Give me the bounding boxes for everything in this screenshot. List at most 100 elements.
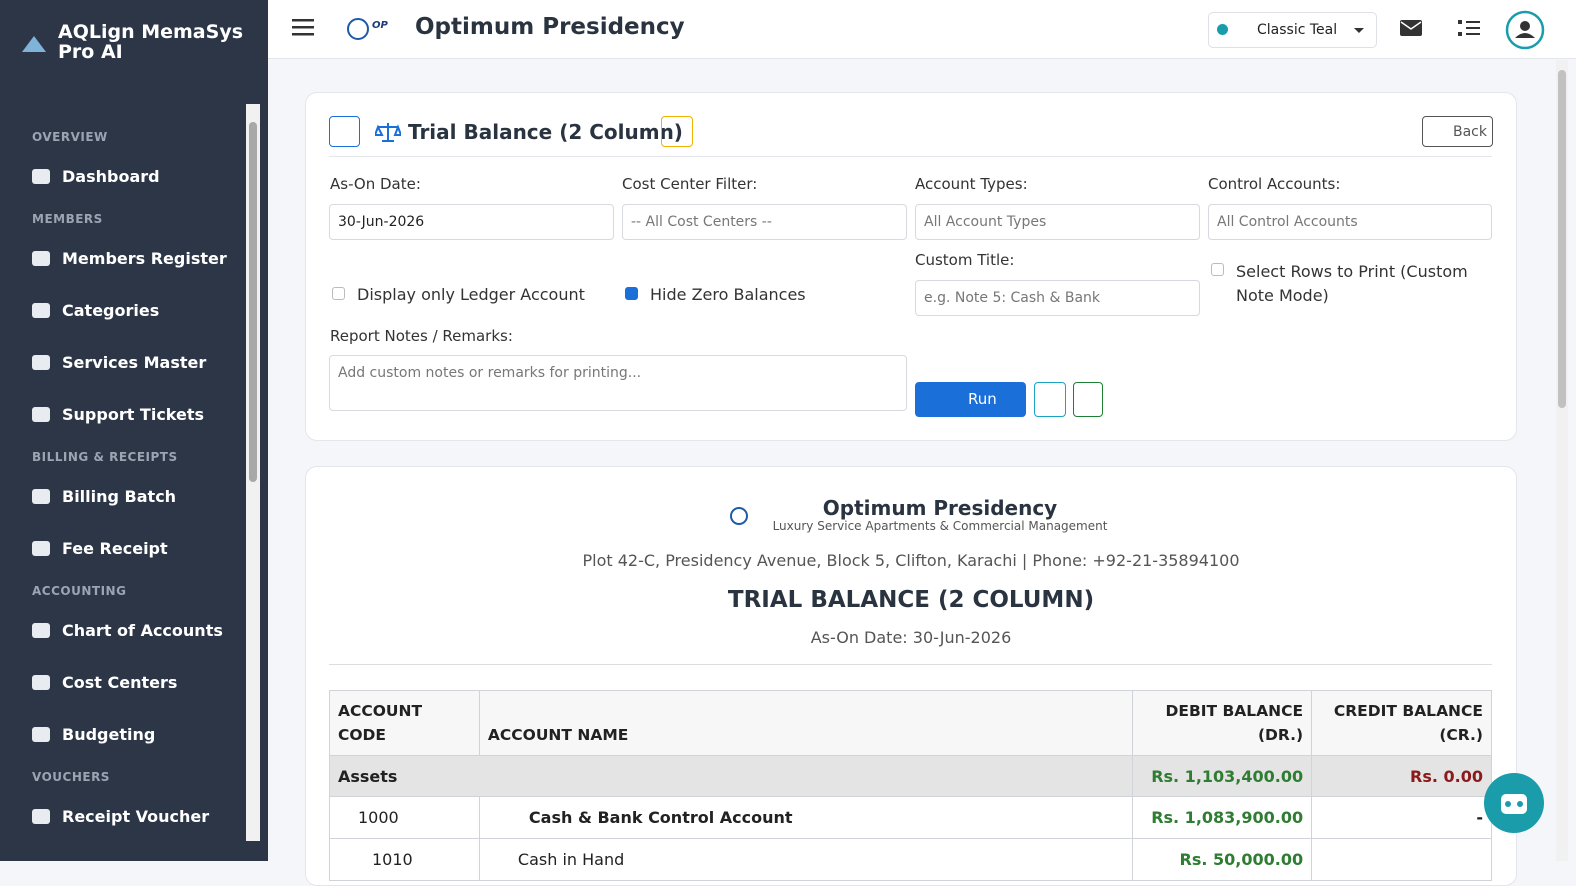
group-debit: Rs. 1,103,400.00 bbox=[1132, 755, 1313, 797]
nav-item[interactable]: Chart of Accounts bbox=[0, 604, 246, 656]
nav-item[interactable]: Members Register bbox=[0, 232, 246, 284]
back-button[interactable]: Back bbox=[1422, 116, 1493, 147]
app-title: Optimum Presidency bbox=[415, 14, 685, 40]
account-name: Cash & Bank Control Account bbox=[478, 796, 1134, 839]
scroll-thumb[interactable] bbox=[249, 122, 257, 482]
nav-icon bbox=[32, 808, 50, 824]
account-code: 1000 bbox=[329, 796, 480, 839]
date-input[interactable]: 30-Jun-2026 bbox=[329, 204, 614, 240]
nav: OVERVIEW Dashboard MEMBERS Members Register… bbox=[0, 120, 246, 842]
trial-balance-table: ACCOUNT CODE ACCOUNT NAME DEBIT BALANCE (D… bbox=[328, 690, 1492, 881]
address: Plot 42-C, Presidency Avenue, Block 5, C… bbox=[582, 551, 1240, 570]
run-button[interactable]: Run bbox=[915, 382, 1026, 417]
scale-icon bbox=[375, 123, 401, 142]
theme-dot bbox=[1217, 24, 1228, 35]
group-credit: Rs. 0.00 bbox=[1311, 755, 1492, 797]
print-button[interactable] bbox=[1034, 382, 1066, 417]
debit: Rs. 50,000.00 bbox=[1132, 838, 1313, 881]
nav-icon bbox=[32, 250, 50, 266]
mail-icon[interactable] bbox=[1400, 20, 1422, 37]
nav-label: Receipt Voucher bbox=[62, 806, 210, 826]
collapse-button[interactable] bbox=[661, 116, 693, 147]
column-header: ACCOUNT NAME bbox=[478, 690, 1134, 756]
nav-heading: OVERVIEW bbox=[32, 130, 108, 144]
checkbox-label: Display only Ledger Account bbox=[357, 285, 585, 304]
checkbox[interactable] bbox=[1211, 263, 1224, 276]
nav-label: Fee Receipt bbox=[62, 538, 168, 558]
column-header: CREDIT BALANCE (CR.) bbox=[1311, 690, 1492, 756]
logo: OP bbox=[347, 18, 389, 40]
avatar[interactable] bbox=[1505, 10, 1545, 50]
checkbox-label: Hide Zero Balances bbox=[650, 285, 806, 304]
checkbox-label: Select Rows to Print (Custom Note Mode) bbox=[1236, 262, 1468, 305]
nav-label: Budgeting bbox=[62, 724, 156, 744]
brand-icon bbox=[22, 36, 46, 52]
label: Custom Title: bbox=[915, 251, 1015, 269]
account-name: Cash in Hand bbox=[478, 838, 1134, 881]
menu-toggle[interactable] bbox=[292, 18, 316, 38]
nav-item[interactable]: Billing Batch bbox=[0, 470, 246, 522]
account-row: 1010 Cash in Hand Rs. 50,000.00 bbox=[329, 838, 1492, 881]
label: Account Types: bbox=[915, 175, 1028, 193]
nav-item[interactable]: Receipt Voucher bbox=[0, 790, 246, 842]
credit bbox=[1311, 838, 1492, 881]
nav-heading: ACCOUNTING bbox=[32, 584, 127, 598]
nav-label: Dashboard bbox=[62, 166, 160, 186]
report-logo bbox=[730, 507, 748, 525]
nav-heading: VOUCHERS bbox=[32, 770, 110, 784]
page-scroll-thumb[interactable] bbox=[1558, 70, 1566, 408]
label: As-On Date: bbox=[330, 175, 421, 193]
nav-label: Billing Batch bbox=[62, 486, 177, 506]
nav-item[interactable]: Fee Receipt bbox=[0, 522, 246, 574]
checkbox[interactable] bbox=[332, 287, 345, 300]
nav-item[interactable]: Cost Centers bbox=[0, 656, 246, 708]
brand: AQLign MemaSys Pro AI bbox=[58, 21, 244, 63]
nav-label: Chart of Accounts bbox=[62, 620, 223, 640]
divider bbox=[329, 156, 1492, 157]
nav-label: Categories bbox=[62, 300, 160, 320]
checkbox-checked[interactable] bbox=[625, 287, 638, 300]
tasks-icon[interactable] bbox=[1458, 19, 1480, 37]
sidebar-toggle[interactable] bbox=[329, 116, 360, 147]
column-header: ACCOUNT CODE bbox=[329, 690, 480, 756]
excel-button[interactable] bbox=[1073, 382, 1103, 417]
label: Report Notes / Remarks: bbox=[330, 327, 513, 345]
label: Control Accounts: bbox=[1208, 175, 1341, 193]
nav-icon bbox=[32, 622, 50, 638]
run-label: Run bbox=[968, 390, 997, 408]
group-row: Assets Rs. 1,103,400.00 Rs. 0.00 bbox=[328, 755, 1492, 797]
nav-icon bbox=[32, 354, 50, 370]
notes-textarea[interactable]: Add custom notes or remarks for printing… bbox=[329, 355, 907, 411]
nav-item[interactable]: Dashboard bbox=[0, 150, 246, 202]
nav-item[interactable]: Categories bbox=[0, 284, 246, 336]
topbar: OP Optimum Presidency Classic Teal bbox=[268, 0, 1576, 59]
nav-label: Members Register bbox=[62, 248, 227, 268]
report-date: As-On Date: 30-Jun-2026 bbox=[810, 628, 1012, 647]
header-row: ACCOUNT CODE ACCOUNT NAME DEBIT BALANCE (D… bbox=[329, 690, 1492, 756]
nav-icon bbox=[32, 302, 50, 318]
nav-item[interactable]: Support Tickets bbox=[0, 388, 246, 440]
nav-heading: BILLING & RECEIPTS bbox=[32, 450, 178, 464]
tagline: Luxury Service Apartments & Commercial M… bbox=[772, 519, 1108, 533]
nav-item[interactable]: Services Master bbox=[0, 336, 246, 388]
nav-icon bbox=[32, 168, 50, 184]
custom-title-input[interactable]: e.g. Note 5: Cash & Bank bbox=[915, 280, 1200, 316]
nav-item[interactable]: Budgeting bbox=[0, 708, 246, 760]
account-type-select[interactable]: All Account Types bbox=[915, 204, 1200, 240]
nav-icon bbox=[32, 540, 50, 556]
account-row: 1000 Cash & Bank Control Account Rs. 1,083… bbox=[329, 796, 1492, 839]
chatbot-button[interactable] bbox=[1484, 773, 1544, 833]
control-select[interactable]: All Control Accounts bbox=[1208, 204, 1492, 240]
nav-icon bbox=[32, 726, 50, 742]
account-code: 1010 bbox=[329, 838, 480, 881]
report-title: TRIAL BALANCE (2 COLUMN) bbox=[727, 587, 1095, 613]
sidebar: AQLign MemaSys Pro AI OVERVIEW Dashboard M… bbox=[0, 0, 268, 861]
column-header: DEBIT BALANCE (DR.) bbox=[1132, 690, 1313, 756]
group-name: Assets bbox=[328, 755, 1134, 797]
nav-label: Cost Centers bbox=[62, 672, 178, 692]
nav-label: Services Master bbox=[62, 352, 207, 372]
theme-select[interactable]: Classic Teal bbox=[1208, 12, 1377, 48]
nav-icon bbox=[32, 488, 50, 504]
cost-center-select[interactable]: -- All Cost Centers -- bbox=[622, 204, 907, 240]
